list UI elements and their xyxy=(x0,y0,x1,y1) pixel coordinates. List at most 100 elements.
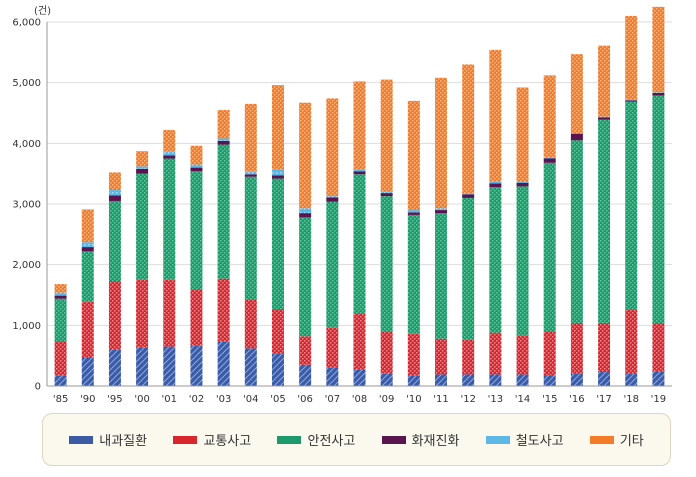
bar-segment xyxy=(570,373,583,386)
bar-segment xyxy=(326,196,339,198)
bar-segment xyxy=(299,364,312,386)
bar-segment xyxy=(81,301,94,358)
y-tick-label: 0 xyxy=(35,382,41,393)
bar-segment xyxy=(462,339,475,375)
bar-segment xyxy=(326,197,339,202)
bar-segment xyxy=(625,373,638,386)
legend-swatch xyxy=(485,435,510,444)
bar-segment xyxy=(435,77,448,209)
bar-segment xyxy=(462,374,475,386)
bar-segment xyxy=(380,193,393,197)
bar-segment xyxy=(108,195,121,201)
bar-segment xyxy=(108,190,121,196)
bar-segment xyxy=(489,180,502,184)
bar-segment xyxy=(271,353,284,386)
bar-segment xyxy=(81,357,94,386)
x-tick-label: '17 xyxy=(596,394,611,405)
bar-segment xyxy=(136,151,149,167)
bar-segment xyxy=(271,85,284,170)
bar-segment xyxy=(217,109,230,139)
bar-segment xyxy=(570,133,583,141)
bar-segment xyxy=(54,375,67,386)
bar-segment xyxy=(435,213,448,339)
legend-item: 안전사고 xyxy=(277,430,355,449)
bar-segment xyxy=(271,178,284,309)
bar-segment xyxy=(543,375,556,386)
bar-segment xyxy=(163,151,176,156)
legend-label: 기타 xyxy=(619,434,644,449)
x-tick-label: '09 xyxy=(379,394,394,405)
bar-segment xyxy=(190,167,203,172)
legend-swatch xyxy=(381,435,406,444)
x-tick-label: '12 xyxy=(460,394,475,405)
x-tick-label: '16 xyxy=(569,394,584,405)
bar-segment xyxy=(54,292,67,296)
x-tick-label: '03 xyxy=(216,394,231,405)
bar-segment xyxy=(54,298,67,342)
legend-item: 철도사고 xyxy=(485,430,564,449)
bar-segment xyxy=(380,196,393,333)
bar-segment xyxy=(516,186,529,336)
bar-segment xyxy=(543,158,556,163)
bar-segment xyxy=(652,95,665,324)
bar-segment xyxy=(462,197,475,340)
x-tick-label: '19 xyxy=(651,394,666,405)
bar-segment xyxy=(652,323,665,372)
bar-segment xyxy=(598,119,611,323)
x-tick-label: '15 xyxy=(542,394,557,405)
legend-label: 내과질환 xyxy=(99,434,148,449)
legend-swatch xyxy=(69,435,94,444)
legend-swatch xyxy=(277,435,302,444)
bar-segment xyxy=(81,209,94,243)
bar-segment xyxy=(543,162,556,332)
legend-item: 기타 xyxy=(589,430,644,449)
bar-segment xyxy=(108,172,121,191)
x-tick-label: '08 xyxy=(352,394,367,405)
bar-segment xyxy=(598,45,611,117)
y-tick-label: 3,000 xyxy=(12,200,41,211)
y-tick-label: 6,000 xyxy=(12,18,41,29)
legend-item: 화재진화 xyxy=(381,430,460,449)
bar-segment xyxy=(244,176,257,300)
bar-segment xyxy=(407,333,420,376)
bar-segment xyxy=(570,140,583,323)
bar-segment xyxy=(625,309,638,374)
bar-segment xyxy=(190,345,203,386)
bar-segment xyxy=(326,327,339,368)
y-tick-label: 4,000 xyxy=(12,139,41,150)
bar-segment xyxy=(244,103,257,172)
bar-segment xyxy=(652,92,665,96)
bar-segment xyxy=(462,64,475,194)
bar-segment xyxy=(489,374,502,386)
bar-segment xyxy=(598,116,611,118)
bar-segment xyxy=(489,183,502,188)
bar-segment xyxy=(625,101,638,310)
legend-label: 화재진화 xyxy=(411,434,460,449)
bar-segment xyxy=(380,332,393,374)
bar-segment xyxy=(462,193,475,195)
bar-segment xyxy=(407,100,420,211)
bar-segment xyxy=(380,373,393,386)
x-tick-label: '90 xyxy=(80,394,95,405)
bar-segment xyxy=(598,372,611,386)
x-tick-label: '00 xyxy=(134,394,149,405)
bar-segment xyxy=(163,158,176,280)
bar-segment xyxy=(435,210,448,214)
legend-label: 철도사고 xyxy=(515,434,564,449)
bar-segment xyxy=(190,145,203,165)
x-tick-label: '14 xyxy=(515,394,530,405)
bar-segment xyxy=(54,284,67,293)
bar-segment xyxy=(217,140,230,145)
bar-segment xyxy=(299,208,312,214)
bar-segment xyxy=(271,308,284,354)
bar-segment xyxy=(380,191,393,194)
bar-segment xyxy=(108,281,121,350)
bar-segment xyxy=(217,138,230,141)
bar-segment xyxy=(489,187,502,333)
legend-label: 교통사고 xyxy=(203,434,252,449)
legend-swatch xyxy=(589,435,614,444)
bar-segment xyxy=(435,374,448,386)
bar-segment xyxy=(163,129,176,152)
bar-segment xyxy=(299,213,312,218)
legend: 내과질환 교통사고 안전사고 화재진화 철도사고 기타 xyxy=(42,413,671,466)
